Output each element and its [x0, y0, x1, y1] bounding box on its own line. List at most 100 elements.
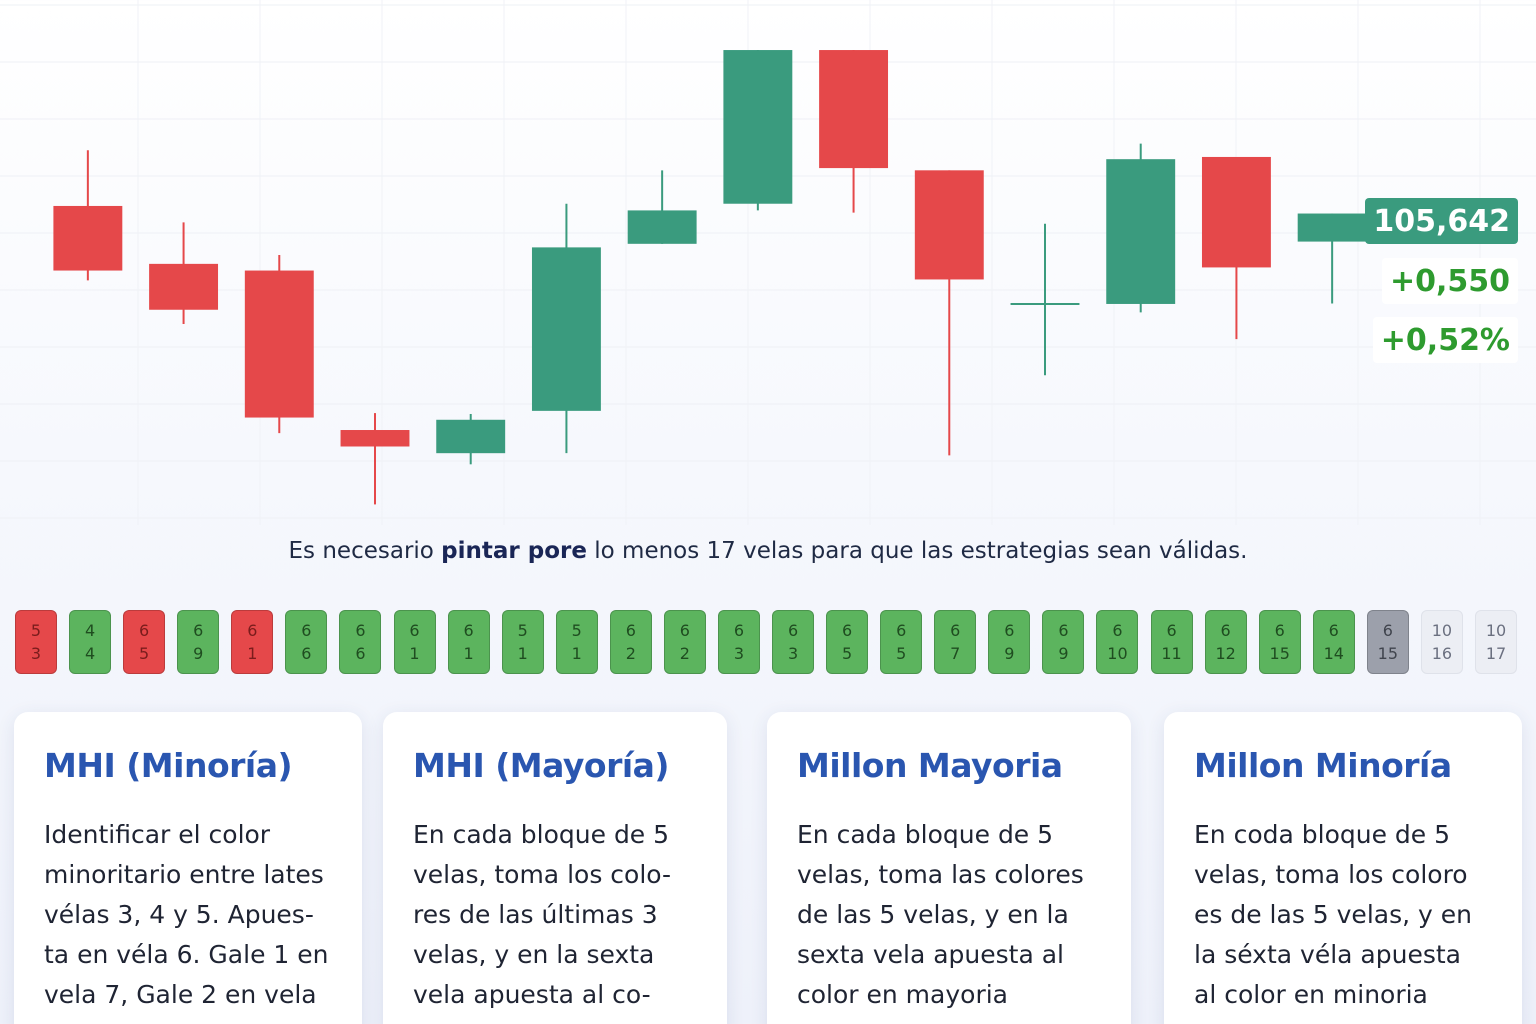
candle-body: [1106, 159, 1176, 304]
cell-top-number: 5: [571, 621, 582, 640]
candle-4: [340, 413, 410, 505]
cell-bottom-number: 3: [30, 644, 42, 663]
strategy-title: MHI (Minoría): [44, 746, 293, 785]
candle-6: [531, 203, 601, 454]
cell-top-number: 6: [842, 621, 853, 640]
cell-bottom-number: 1: [571, 644, 582, 663]
requirement-notice: Es necesario pintar pore lo menos 17 vel…: [0, 538, 1536, 564]
cell-top-number: 10: [1431, 621, 1453, 640]
strategy-description: Identificar el color minoritario entre l…: [44, 820, 329, 1009]
strategy-description: En cada bloque de 5 velas, toma las colo…: [797, 820, 1084, 1009]
candle-12: [1106, 143, 1176, 313]
candle-counter-cell[interactable]: 10 17: [1475, 610, 1517, 674]
cell-top-number: 6: [193, 621, 204, 640]
candle-13: [1201, 156, 1271, 340]
cell-top-number: 6: [1004, 621, 1015, 640]
notice-text-after: lo menos 17 velas para que las estrategi…: [586, 538, 1248, 564]
cell-bottom-number: 11: [1161, 644, 1182, 663]
candle-8: [723, 50, 793, 211]
notice-text-before: Es necesario: [288, 538, 442, 564]
candle-body: [723, 50, 793, 204]
cell-top-number: 6: [463, 621, 474, 640]
price-change-percent-label: +0,52%: [1372, 317, 1518, 363]
strategy-card-mhi-mayoria[interactable]: MHI (Mayoría) En cada bloque de 5 velas,…: [383, 712, 727, 1024]
cell-bottom-number: 1: [247, 644, 258, 663]
strategy-card-mhi-minoria[interactable]: MHI (Minoría) Identificar el color minor…: [14, 712, 362, 1024]
strategy-card-millon-mayoria[interactable]: Millon Mayoria En cada bloque de 5 velas…: [767, 712, 1131, 1024]
candle-body: [244, 270, 314, 418]
candle-14: [1297, 213, 1367, 304]
cell-top-number: 6: [733, 621, 745, 640]
cell-bottom-number: 7: [950, 644, 961, 663]
cell-top-number: 6: [139, 621, 150, 640]
cell-bottom-number: 6: [355, 644, 366, 663]
cell-top-number: 10: [1485, 621, 1507, 640]
candle-counter-cell[interactable]: 6 15: [1258, 610, 1301, 674]
candle-body: [340, 430, 410, 447]
cell-bottom-number: 14: [1323, 644, 1344, 663]
cell-bottom-number: 2: [625, 644, 636, 663]
cell-bottom-number: 9: [1058, 644, 1069, 663]
cell-top-number: 6: [301, 621, 312, 640]
cell-top-number: 6: [950, 621, 961, 640]
cell-bottom-number: 1: [463, 644, 474, 663]
cell-bottom-number: 12: [1215, 644, 1236, 663]
cell-bottom-number: 3: [733, 644, 745, 663]
cell-top-number: 4: [84, 621, 96, 640]
cell-top-number: 6: [1112, 621, 1123, 640]
candle-body: [1297, 213, 1367, 242]
cell-bottom-number: 15: [1377, 644, 1399, 663]
candle-counter-cell[interactable]: 6 11: [1150, 610, 1193, 674]
strategy-description: En coda bloque de 5 velas, toma los colo…: [1194, 820, 1472, 1009]
cell-top-number: 6: [679, 621, 690, 640]
candle-counter-cell[interactable]: 6 12: [1204, 610, 1247, 674]
cell-top-number: 6: [787, 621, 799, 640]
candle-counter-cell[interactable]: 6 14: [1312, 610, 1355, 674]
cell-bottom-number: 9: [193, 644, 204, 663]
cell-bottom-number: 5: [896, 644, 907, 663]
candle-1: [53, 150, 123, 281]
candle-body: [914, 170, 984, 280]
cell-bottom-number: 17: [1485, 644, 1507, 663]
candle-3: [244, 254, 314, 434]
strategy-card-millon-minoria[interactable]: Millon Minoría En coda bloque de 5 velas…: [1164, 712, 1522, 1024]
candle-counter-cell[interactable]: 10 16: [1420, 610, 1463, 674]
cell-bottom-number: 1: [409, 644, 420, 663]
candle-counter-cell[interactable]: 6 15: [1366, 610, 1409, 674]
cell-top-number: 5: [517, 621, 528, 640]
candle-body: [627, 210, 697, 244]
candle-11: [1010, 223, 1080, 376]
cell-top-number: 6: [1328, 621, 1339, 640]
cell-top-number: 6: [1220, 621, 1231, 640]
cell-top-number: 6: [247, 621, 258, 640]
candle-body: [149, 263, 219, 310]
cell-bottom-number: 1: [517, 644, 528, 663]
last-price-label: 105,642: [1365, 198, 1518, 244]
candle-counter-cell[interactable]: 6 10: [1096, 610, 1139, 674]
candle-2: [149, 222, 219, 324]
cell-bottom-number: 3: [787, 644, 799, 663]
cell-bottom-number: 5: [139, 644, 150, 663]
chart-canvas: [0, 0, 1536, 525]
